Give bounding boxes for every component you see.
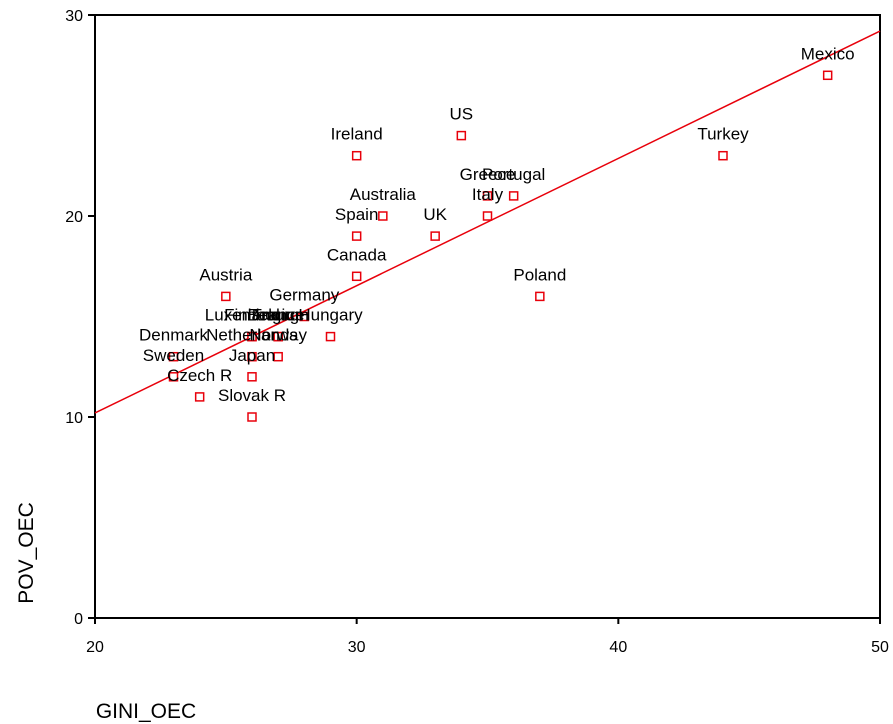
data-point	[247, 351, 257, 362]
data-point	[299, 311, 310, 322]
data-point	[456, 130, 467, 141]
data-point	[535, 291, 545, 302]
data-point	[718, 150, 728, 161]
point-label: Portugal	[482, 165, 545, 184]
y-axis-title: POV_OEC	[15, 502, 38, 604]
data-point	[325, 331, 336, 342]
point-label: Norway	[249, 326, 307, 345]
data-point	[430, 231, 440, 241]
point-label: Netherlands	[206, 326, 298, 345]
point-label: Austria	[199, 265, 252, 284]
point-label: Spain	[335, 205, 378, 224]
data-point	[247, 331, 257, 342]
data-point	[482, 211, 493, 221]
point-label: Germany	[269, 286, 339, 305]
x-tick-label: 40	[609, 639, 627, 656]
x-tick-label: 30	[348, 639, 366, 656]
point-label: Italy	[472, 185, 504, 204]
data-point	[168, 351, 179, 362]
point-label: Finland	[224, 306, 280, 325]
data-point	[168, 372, 179, 382]
x-tick-label: 20	[86, 639, 104, 656]
data-point	[482, 191, 493, 201]
point-label: Canada	[327, 245, 387, 264]
plot-frame	[94, 14, 881, 619]
point-label: Sweden	[143, 346, 204, 365]
y-tick-label: 0	[74, 611, 83, 628]
data-point	[351, 271, 362, 282]
point-label: Poland	[513, 265, 566, 284]
y-tick-label: 20	[65, 209, 83, 226]
y-tick-label: 10	[65, 410, 83, 427]
point-label: UK	[423, 205, 447, 224]
y-axis: 0 10 20 30	[65, 8, 95, 628]
regression-line	[94, 30, 881, 414]
x-axis: 20 30 40 50	[86, 618, 889, 656]
point-label: US	[450, 105, 474, 124]
point-label: Belgium	[247, 306, 308, 325]
data-point	[273, 351, 283, 362]
data-point	[378, 211, 388, 221]
data-point	[508, 191, 519, 201]
point-label: Hungary	[298, 306, 363, 325]
y-tick-label: 30	[65, 8, 83, 25]
point-label: Slovak R	[218, 386, 286, 405]
data-point	[822, 70, 833, 81]
point-label: Czech R	[167, 366, 232, 385]
data-point	[221, 291, 231, 302]
data-point	[273, 331, 283, 342]
point-label: Australia	[350, 185, 417, 204]
x-tick-label: 50	[871, 639, 889, 656]
data-points: Mexico Turkey US Ireland GreecePortugalItaly…	[139, 44, 855, 422]
data-point	[351, 150, 362, 161]
data-point	[351, 231, 362, 241]
data-point	[194, 392, 205, 402]
point-label: Mexico	[801, 44, 855, 63]
point-label: Luxembourg	[205, 306, 300, 325]
point-label: Turkey	[697, 125, 749, 144]
point-label: Ireland	[331, 125, 383, 144]
data-point	[247, 372, 257, 382]
point-label: Denmark	[139, 326, 208, 345]
point-label: France	[252, 306, 305, 325]
data-point	[247, 412, 257, 422]
point-label: Greece	[460, 165, 516, 184]
x-axis-title: GINI_OEC	[96, 700, 196, 723]
point-label: Japan	[229, 346, 275, 365]
